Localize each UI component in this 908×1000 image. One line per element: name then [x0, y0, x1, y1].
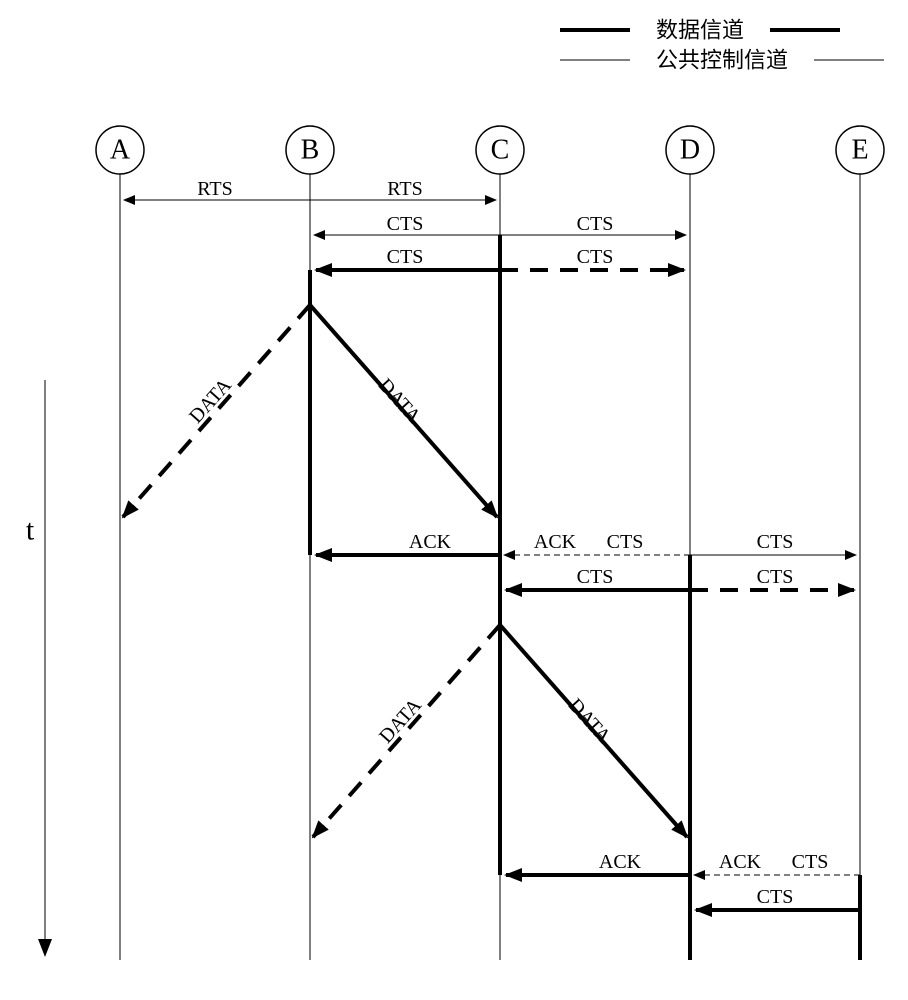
svg-text:DATA: DATA: [564, 694, 615, 748]
node-A: A: [96, 126, 144, 960]
svg-text:A: A: [110, 135, 131, 166]
svg-text:RTS: RTS: [387, 178, 422, 200]
svg-text:CTS: CTS: [577, 246, 614, 268]
ack-c: ACK ACK: [316, 531, 577, 555]
sequence-diagram: 数据信道 公共控制信道 t A B C D: [0, 0, 908, 1000]
ack-d: ACK ACK: [506, 851, 762, 875]
svg-text:ACK: ACK: [534, 531, 577, 553]
svg-text:CTS: CTS: [792, 851, 829, 873]
cts-e-thick: CTS: [696, 886, 860, 910]
svg-text:CTS: CTS: [607, 531, 644, 553]
svg-text:C: C: [491, 135, 510, 166]
svg-text:ACK: ACK: [409, 531, 452, 553]
svg-text:DATA: DATA: [374, 374, 425, 428]
svg-text:CTS: CTS: [577, 566, 614, 588]
svg-text:CTS: CTS: [387, 246, 424, 268]
legend-control-channel: 公共控制信道: [656, 48, 788, 73]
svg-text:ACK: ACK: [719, 851, 762, 873]
svg-text:ACK: ACK: [599, 851, 642, 873]
legend-data-channel: 数据信道: [656, 18, 744, 43]
svg-text:CTS: CTS: [757, 566, 794, 588]
time-axis-label: t: [26, 514, 35, 547]
legend: 数据信道 公共控制信道: [560, 18, 884, 73]
svg-text:CTS: CTS: [757, 886, 794, 908]
node-E: E: [836, 126, 884, 960]
svg-text:B: B: [301, 135, 320, 166]
svg-text:D: D: [680, 135, 700, 166]
cts-d-thick: CTS CTS: [506, 566, 854, 590]
time-axis: t: [26, 380, 45, 955]
svg-text:CTS: CTS: [387, 213, 424, 235]
svg-text:CTS: CTS: [577, 213, 614, 235]
svg-text:E: E: [851, 135, 868, 166]
svg-text:RTS: RTS: [197, 178, 232, 200]
svg-text:CTS: CTS: [757, 531, 794, 553]
